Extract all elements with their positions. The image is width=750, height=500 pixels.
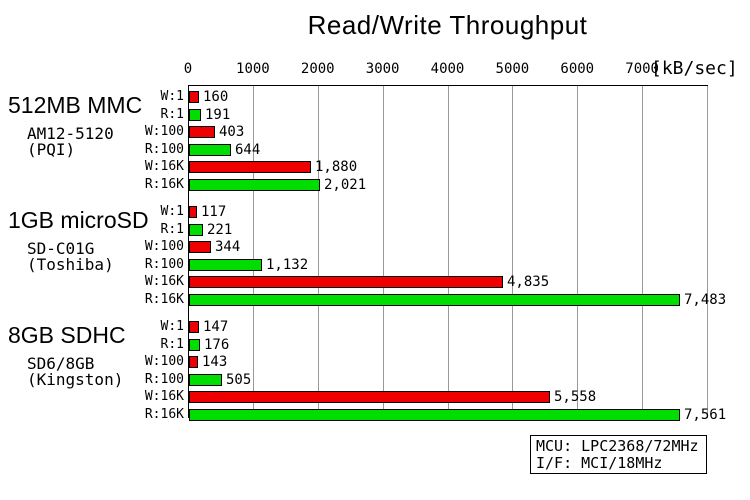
bar-write [189, 91, 199, 103]
axis-tick-label: 2000 [300, 61, 335, 77]
bar-label: W:16K [144, 274, 184, 289]
bar-label: W:1 [160, 89, 184, 104]
bar-value: 403 [219, 124, 245, 140]
bar-label: R:1 [160, 336, 184, 352]
group-maker: (Toshiba) [27, 255, 114, 274]
bar-label: W:1 [160, 319, 184, 334]
bar-read [189, 178, 320, 191]
bar-value: 160 [203, 89, 229, 105]
bar-read [189, 223, 203, 236]
bar-label: R:16K [144, 291, 184, 307]
bar-value: 505 [226, 371, 252, 388]
bar-label: W:100 [144, 124, 184, 139]
bar-label: W:100 [144, 354, 184, 369]
bar-read [189, 143, 231, 156]
bar-label: R:16K [144, 406, 184, 422]
bar-write [189, 241, 211, 253]
gridline [707, 86, 708, 418]
bar-value: 2,021 [324, 176, 367, 193]
bar-value: 1,880 [315, 159, 358, 175]
group-model: SD-C01G [27, 239, 95, 258]
bar-read [189, 293, 680, 306]
group-name: 1GB microSD [8, 207, 149, 233]
bar-read [189, 408, 680, 421]
bar-value: 143 [202, 354, 228, 370]
bar-value: 5,558 [554, 389, 597, 405]
bar-write [189, 356, 198, 368]
axis-tick-label: 0 [183, 61, 193, 77]
group-label-block: 1GB microSD SD-C01G (Toshiba) [0, 207, 178, 273]
bar-read [189, 338, 200, 351]
axis-tick-label: 1000 [236, 61, 270, 77]
info-box: MCU: LPC2368/72MHz I/F: MCI/18MHz [530, 435, 707, 474]
bar-value: 1,132 [266, 256, 309, 273]
bar-label: R:100 [144, 256, 184, 272]
bar-value: 7,561 [684, 406, 727, 423]
group-name: 512MB MMC [8, 92, 143, 118]
bar-label: W:100 [144, 239, 184, 254]
bar-write [189, 126, 215, 138]
gridline [447, 86, 449, 418]
bar-label: R:16K [144, 176, 184, 192]
gridline [382, 86, 384, 418]
bar-label: R:100 [144, 141, 184, 157]
bar-value: 644 [235, 141, 261, 158]
bar-write [189, 321, 199, 333]
group-maker: (PQI) [27, 140, 76, 159]
axis-tick [188, 85, 189, 93]
bar-write [189, 161, 311, 173]
bar-read [189, 373, 222, 386]
bar-value: 344 [215, 239, 241, 255]
group-model: AM12-5120 [27, 124, 114, 143]
group-model: SD6/8GB [27, 354, 95, 373]
bar-label: R:1 [160, 106, 184, 122]
bar-label: W:1 [160, 204, 184, 219]
axis-tick-label: 3000 [365, 61, 400, 77]
axis-tick-label: 7000 [625, 61, 659, 77]
bar-value: 221 [207, 221, 233, 238]
bar-value: 191 [205, 106, 231, 123]
axis-tick-label: 4000 [430, 61, 465, 77]
gridline [642, 86, 644, 418]
bar-label: R:100 [144, 371, 184, 387]
axis-unit-label: [kB/sec] [651, 58, 738, 79]
bar-value: 117 [201, 204, 227, 220]
group-label-block: 8GB SDHC SD6/8GB (Kingston) [0, 322, 178, 388]
chart-title: Read/Write Throughput [307, 10, 588, 40]
gridline [512, 86, 514, 418]
group-label-block: 512MB MMC AM12-5120 (PQI) [0, 92, 178, 158]
bar-value: 147 [203, 319, 229, 335]
bar-write [189, 276, 503, 288]
axis-tick-label: 6000 [560, 61, 595, 77]
info-line-mcu: MCU: LPC2368/72MHz [536, 437, 699, 455]
gridline [577, 86, 579, 418]
bar-label: W:16K [144, 159, 184, 174]
bar-label: R:1 [160, 221, 184, 237]
bar-write [189, 206, 197, 218]
bar-label: W:16K [144, 389, 184, 404]
group-name: 8GB SDHC [8, 322, 126, 348]
bar-read [189, 108, 201, 121]
bar-write [189, 391, 550, 403]
info-line-if: I/F: MCI/18MHz [536, 454, 663, 472]
bar-read [189, 258, 262, 271]
bar-value: 4,835 [507, 274, 550, 290]
y-axis-line [188, 85, 189, 418]
gridline [252, 86, 254, 418]
bar-value: 7,483 [684, 291, 727, 308]
axis-tick-label: 5000 [495, 61, 530, 77]
bar-value: 176 [204, 336, 230, 353]
gridline [317, 86, 319, 418]
group-maker: (Kingston) [27, 370, 124, 389]
